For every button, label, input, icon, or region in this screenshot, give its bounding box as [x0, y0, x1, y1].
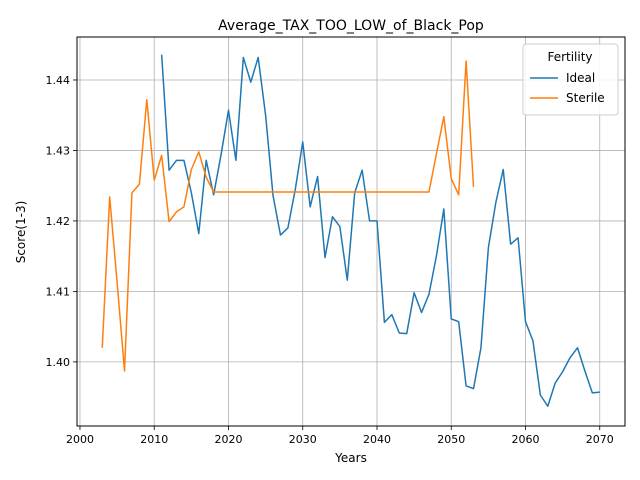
x-axis-label: Years [334, 451, 367, 465]
y-tick-label: 1.44 [46, 74, 71, 87]
legend-label-ideal: Ideal [566, 71, 595, 85]
series-line-ideal [160, 54, 600, 408]
series-line-sterile [101, 60, 475, 372]
chart-title: Average_TAX_TOO_LOW_of_Black_Pop [218, 18, 484, 34]
x-tick-label: 2050 [437, 433, 465, 446]
x-tick-label: 2040 [363, 433, 391, 446]
legend: Fertility Ideal Sterile [522, 43, 619, 116]
y-tick-label: 1.42 [46, 215, 71, 228]
y-tick-label: 1.40 [46, 356, 71, 369]
plot-frame [76, 36, 626, 427]
y-tick-label: 1.43 [46, 144, 71, 157]
y-tick-label: 1.41 [46, 285, 71, 298]
legend-title: Fertility [547, 50, 592, 64]
series-lines [101, 54, 600, 408]
y-axis-label: Score(1-3) [14, 201, 28, 264]
x-tick-label: 2000 [66, 433, 94, 446]
x-tick-label: 2010 [140, 433, 168, 446]
x-tick-label: 2060 [511, 433, 539, 446]
x-tick-label: 2030 [289, 433, 317, 446]
legend-label-sterile: Sterile [566, 91, 605, 105]
x-tick-label: 2020 [214, 433, 242, 446]
axes: 2000 2010 2020 2030 2040 2050 2060 2070 1.40 1.41… [46, 74, 614, 446]
x-tick-label: 2070 [586, 433, 614, 446]
